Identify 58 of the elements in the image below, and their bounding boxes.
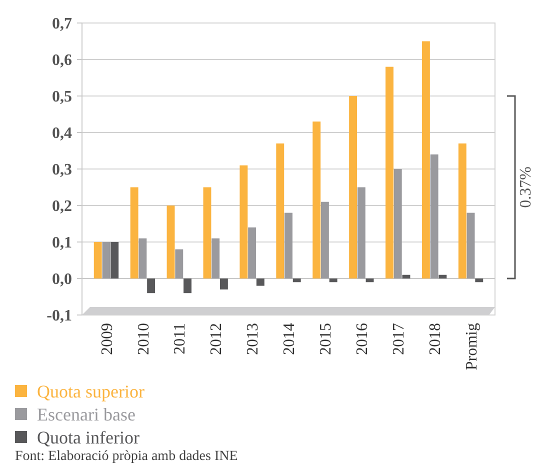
x-tick-label: 2015 [318,323,335,355]
legend-label: Escenari base [37,404,136,424]
y-tick-label: 0,1 [52,234,72,252]
y-tick-label: 0,2 [52,198,72,216]
bar [349,96,358,278]
bar [430,154,438,278]
x-tick-label: 2011 [172,323,189,354]
x-tick-label: Promig [463,323,480,370]
bar [102,242,110,278]
legend-label: Quota superior [37,381,144,402]
bar [110,242,119,278]
bar [212,238,220,278]
bar [312,122,321,278]
bar [329,278,338,282]
x-tick-label: 2016 [354,323,372,355]
bar [220,278,228,290]
bar [166,206,175,278]
text: Font: Elaboració pròpia amb dades INE [15,449,238,464]
bar [320,202,329,278]
bar [292,278,301,282]
y-tick-label: 0,0 [52,271,72,288]
y-tick-label: 0,3 [52,162,72,179]
x-tick-label: 2010 [135,323,152,355]
bar [422,41,430,278]
legend-label: Quota inferior [37,427,140,448]
y-tick-label: 0,5 [52,88,72,106]
bar [394,169,402,278]
bar [402,274,410,278]
bar [138,238,147,278]
bar [466,212,475,278]
text: 0.37% [518,166,534,208]
bar [256,278,264,286]
x-tick-label: 2017 [390,323,408,355]
bar [94,242,102,278]
x-tick-label: 2018 [426,323,444,355]
bar [386,66,394,278]
bar [184,278,192,294]
bar [248,227,256,278]
bar [357,187,366,278]
bar [175,249,184,278]
bar [203,187,212,278]
bar [130,187,138,278]
x-tick-label: 2013 [244,323,262,355]
y-tick-label: 0,7 [52,16,72,33]
bar [147,278,156,294]
y-tick-label: 0,4 [52,125,72,142]
bar [276,143,284,278]
bar [284,212,292,278]
bar [366,278,374,282]
x-tick-label: 2014 [281,323,298,355]
bar [438,274,447,278]
x-tick-label: 2012 [208,323,226,355]
bar [458,143,466,278]
bar [475,278,484,282]
y-tick-label: -0,1 [46,308,72,325]
bar [240,165,248,278]
x-tick-label: 2009 [98,323,116,355]
y-tick-label: 0,6 [52,52,72,70]
